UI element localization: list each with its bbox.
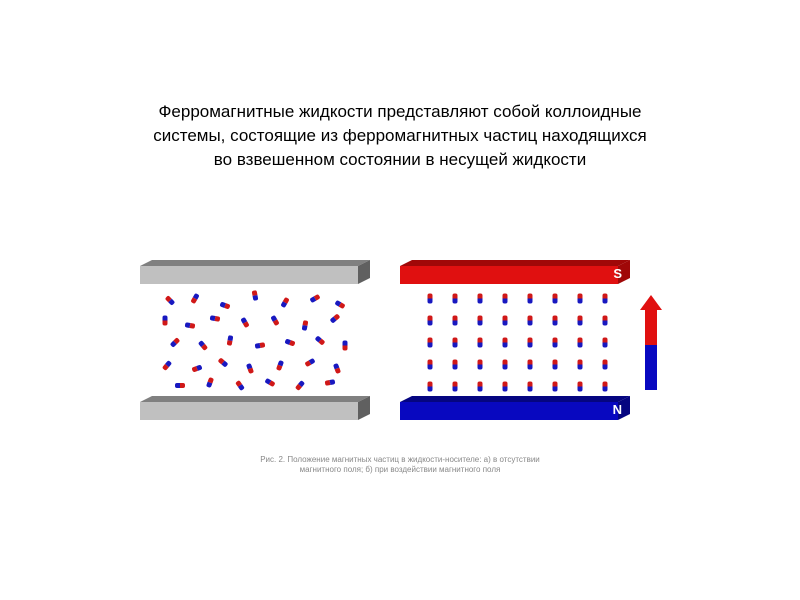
magnetic-particle <box>428 360 433 370</box>
north-label: N <box>613 402 622 417</box>
magnetic-particle <box>553 338 558 348</box>
magnetic-particle <box>428 316 433 326</box>
magnetic-particle <box>603 360 608 370</box>
magnetic-particle <box>190 293 199 304</box>
magnetic-particle <box>235 380 245 391</box>
magnetic-particle <box>218 357 229 367</box>
magnetic-particle <box>503 316 508 326</box>
magnetic-particle <box>553 294 558 304</box>
magnetic-particle <box>503 338 508 348</box>
magnetic-particle <box>343 341 348 351</box>
magnetic-particle <box>478 382 483 392</box>
figure-caption: Рис. 2. Положение магнитных частиц в жид… <box>140 455 660 476</box>
magnetic-particle <box>175 383 185 388</box>
magnetic-particle <box>578 294 583 304</box>
title-line3: во взвешенном состоянии в несущей жидкос… <box>214 150 586 169</box>
panel-no-field <box>140 260 370 420</box>
magnetic-particle <box>503 360 508 370</box>
magnetic-particle <box>206 377 214 388</box>
magnetic-particle <box>503 294 508 304</box>
magnetic-particle <box>246 363 254 374</box>
magnetic-particle <box>453 382 458 392</box>
magnetic-particle <box>478 338 483 348</box>
magnetic-particle <box>276 360 284 371</box>
magnetic-particle <box>309 294 320 303</box>
particle-area-left <box>150 288 360 392</box>
magnetic-particle <box>163 316 168 326</box>
magnetic-particle <box>578 316 583 326</box>
magnetic-particle <box>304 358 315 367</box>
magnetic-particle <box>453 316 458 326</box>
magnetic-particle <box>453 360 458 370</box>
magnetic-particle <box>578 338 583 348</box>
magnetic-particle <box>165 295 176 306</box>
magnetic-particle <box>553 382 558 392</box>
magnetic-particle <box>334 300 345 309</box>
magnet-south-plate <box>400 260 630 284</box>
magnetic-particle <box>333 363 341 374</box>
magnetic-particle <box>295 380 305 391</box>
magnetic-particle <box>553 316 558 326</box>
title-line1: Ферромагнитные жидкости представляют соб… <box>158 102 641 121</box>
magnetic-particle <box>185 322 196 329</box>
magnetic-particle <box>478 360 483 370</box>
caption-line2: магнитного поля; б) при воздействии магн… <box>300 465 501 474</box>
panel-with-field: S N <box>400 260 630 420</box>
magnetic-particle <box>270 315 279 326</box>
magnetic-particle <box>453 338 458 348</box>
magnetic-particle <box>603 316 608 326</box>
magnetic-particle <box>528 316 533 326</box>
title-line2: системы, состоящие из ферромагнитных час… <box>153 126 647 145</box>
caption-line1: Рис. 2. Положение магнитных частиц в жид… <box>260 455 540 464</box>
gray-plate-top <box>140 260 370 284</box>
magnetic-particle <box>428 382 433 392</box>
magnetic-particle <box>478 294 483 304</box>
magnetic-particle <box>428 294 433 304</box>
description-text: Ферромагнитные жидкости представляют соб… <box>60 100 740 171</box>
magnetic-particle <box>302 320 309 331</box>
magnetic-particle <box>528 360 533 370</box>
magnetic-particle <box>240 317 249 328</box>
magnetic-particle <box>315 335 326 345</box>
magnetic-particle <box>227 335 234 346</box>
magnetic-particle <box>210 315 221 322</box>
field-direction-arrow <box>640 295 662 390</box>
magnetic-particle <box>478 316 483 326</box>
magnetic-particle <box>503 382 508 392</box>
magnetic-particle <box>170 337 181 348</box>
magnetic-particle <box>219 301 230 309</box>
magnetic-particle <box>252 290 259 301</box>
gray-plate-bottom <box>140 396 370 420</box>
magnetic-particle <box>330 313 341 323</box>
magnetic-particle <box>603 294 608 304</box>
magnetic-particle <box>603 382 608 392</box>
magnetic-particle <box>528 294 533 304</box>
magnetic-particle <box>280 297 289 308</box>
magnetic-particle <box>191 364 202 372</box>
magnetic-particle <box>528 338 533 348</box>
magnetic-particle <box>528 382 533 392</box>
magnetic-particle <box>578 360 583 370</box>
diagram-container: S N <box>140 260 660 440</box>
magnetic-particle <box>325 379 336 386</box>
magnetic-particle <box>255 342 266 349</box>
magnetic-particle <box>198 340 208 351</box>
particle-area-right <box>410 288 620 392</box>
magnetic-particle <box>162 360 172 371</box>
magnetic-particle <box>603 338 608 348</box>
magnet-north-plate <box>400 396 630 420</box>
south-label: S <box>613 266 622 281</box>
magnetic-particle <box>578 382 583 392</box>
magnetic-particle <box>453 294 458 304</box>
magnetic-particle <box>553 360 558 370</box>
magnetic-particle <box>428 338 433 348</box>
magnetic-particle <box>284 338 295 346</box>
magnetic-particle <box>264 378 275 387</box>
